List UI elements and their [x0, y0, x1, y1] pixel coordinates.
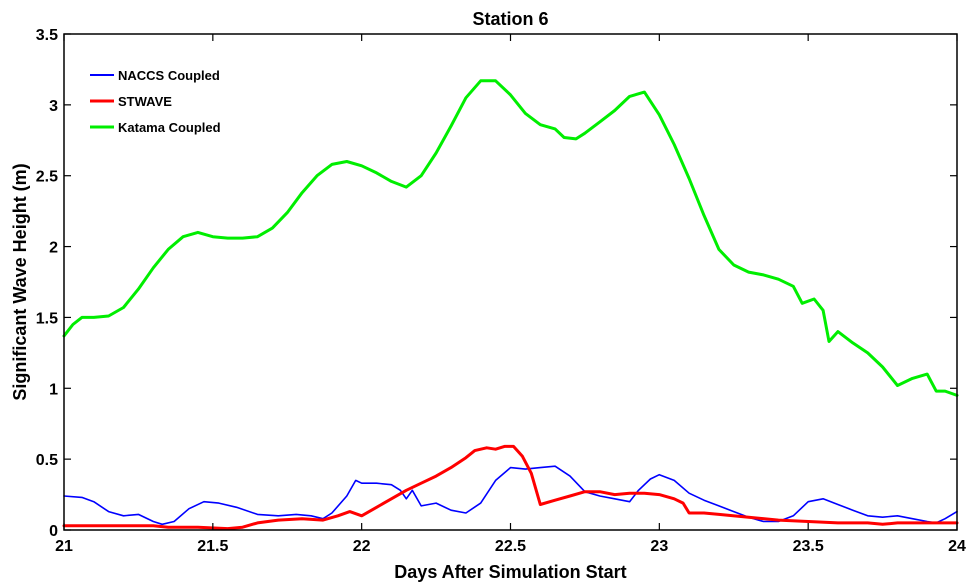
legend: NACCS Coupled STWAVE Katama Coupled [90, 68, 221, 135]
y-axis-label: Significant Wave Height (m) [10, 163, 30, 400]
x-axis-label: Days After Simulation Start [394, 562, 626, 582]
series-line-naccs-coupled [63, 465, 958, 526]
x-tick-label: 22.5 [495, 538, 526, 555]
y-tick-label: 0 [49, 523, 58, 540]
series-line-katama-coupled [62, 79, 959, 397]
x-tick-label: 24 [948, 538, 966, 555]
x-tick-label: 21.5 [197, 538, 228, 555]
x-tick-label: 22 [353, 538, 371, 555]
plot-frame [63, 33, 958, 531]
y-tick-label: 0.5 [36, 452, 58, 469]
legend-label: STWAVE [118, 94, 172, 109]
y-tick-label: 3.5 [36, 27, 58, 44]
y-tick-label: 2 [49, 240, 58, 257]
series-line-stwave [62, 444, 959, 531]
x-tick-label: 21 [55, 538, 73, 555]
y-tick-label: 1 [49, 381, 58, 398]
y-tick-label: 3 [49, 98, 58, 115]
series-layer [62, 79, 959, 531]
y-tick-label: 2.5 [36, 169, 58, 186]
x-tick-label: 23 [650, 538, 668, 555]
chart-title: Station 6 [472, 9, 548, 29]
legend-label: NACCS Coupled [118, 68, 220, 83]
y-tick-label: 1.5 [36, 310, 58, 327]
x-tick-label: 23.5 [793, 538, 824, 555]
legend-label: Katama Coupled [118, 120, 221, 135]
